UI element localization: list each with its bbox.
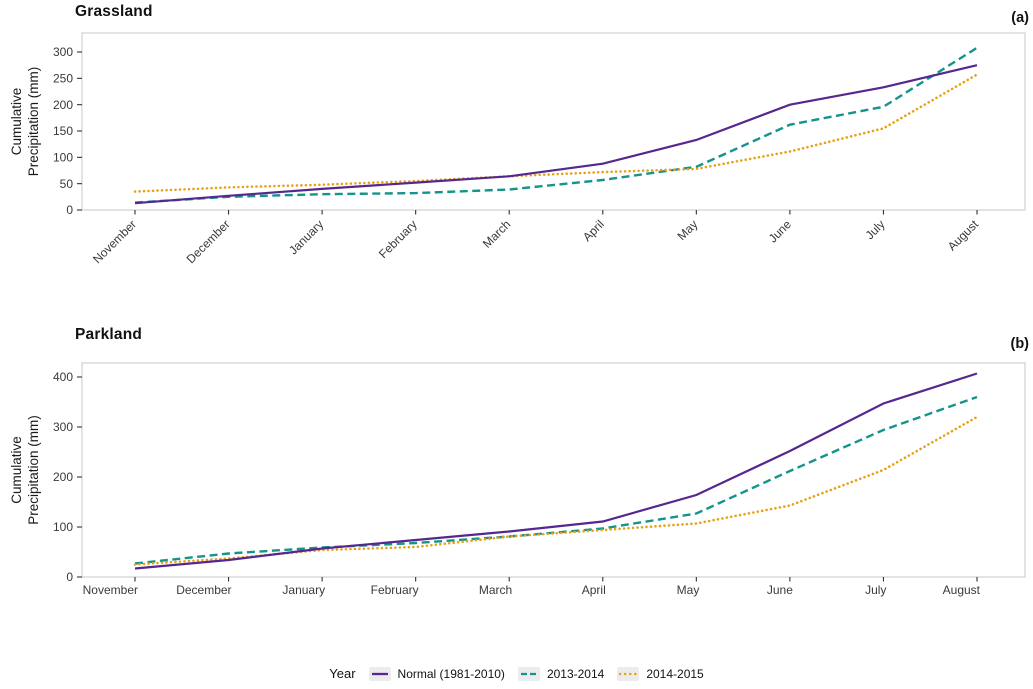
series-line-2014-2015: [133, 73, 979, 193]
y-axis-title: Cumulative: [9, 436, 24, 504]
y-tick-label: 150: [53, 124, 73, 138]
y-tick-label: 100: [53, 520, 73, 534]
dashed-line-key-icon: [517, 666, 540, 681]
x-tick-label: December: [184, 217, 233, 266]
x-tick-label: May: [677, 583, 700, 597]
y-axis-title: Precipitation (mm): [26, 67, 41, 177]
panel-a-label: (a): [1011, 10, 1029, 26]
x-tick-label: February: [371, 583, 419, 597]
parkland-chart-title: Parkland: [75, 326, 143, 343]
x-tick-label: June: [767, 583, 793, 597]
y-tick-label: 50: [60, 177, 74, 191]
y-axis-title: Cumulative: [9, 88, 24, 156]
y-tick-label: 200: [53, 470, 73, 484]
y-tick-label: 0: [66, 570, 73, 584]
parkland-chart: 0 100 200 300 400 November December January Febr…: [9, 362, 1026, 597]
legend-entry-normal-label: Normal (1981-2010): [397, 666, 505, 681]
grassland-chart-title: Grassland: [75, 3, 153, 20]
panel-border: [81, 362, 1026, 578]
y-tick-label: 250: [53, 72, 73, 86]
legend-entry-2013-2014: 2013-2014: [517, 666, 605, 681]
x-tick-label: April: [580, 217, 607, 244]
panel-border: [81, 32, 1026, 211]
x-tick-label: February: [376, 217, 420, 261]
series-line-normal-1981-2010-: [134, 64, 978, 205]
x-tick-label: November: [90, 217, 139, 266]
x-tick-label: August: [943, 583, 981, 597]
series-line-2013-2014: [134, 46, 978, 204]
x-tick-label: May: [675, 217, 701, 243]
x-tick-label: March: [479, 583, 512, 597]
y-tick-label: 300: [53, 420, 73, 434]
dotted-line-key-icon: [617, 666, 640, 681]
legend-entry-2014-2015-label: 2014-2015: [646, 666, 704, 681]
panel-b-label: (b): [1010, 336, 1029, 352]
legend-title: Year: [329, 666, 356, 681]
x-tick-label: April: [582, 583, 606, 597]
legend-entry-2014-2015: 2014-2015: [617, 666, 704, 681]
legend-entry-2013-2014-label: 2013-2014: [546, 666, 605, 681]
x-tick-label: November: [83, 583, 138, 597]
x-tick-label: June: [766, 217, 795, 246]
x-tick-label: July: [863, 217, 888, 242]
x-tick-label: March: [480, 217, 513, 250]
y-tick-label: 300: [53, 45, 73, 59]
series-line-2014-2015: [133, 415, 979, 566]
y-tick-label: 400: [53, 370, 73, 384]
y-tick-label: 100: [53, 151, 73, 165]
grassland-chart: 0 50 100 150 200 250 300 November December Januar…: [9, 32, 1026, 266]
y-tick-label: 0: [66, 203, 73, 217]
series-line-2013-2014: [134, 395, 978, 565]
solid-line-key-icon: [368, 666, 391, 681]
chart-legend: Year Normal (1981-2010) 2013-2014 2014-2…: [0, 666, 1033, 681]
x-tick-label: August: [945, 217, 982, 254]
x-tick-label: January: [282, 583, 325, 597]
y-tick-label: 200: [53, 98, 73, 112]
y-axis-title: Precipitation (mm): [26, 415, 41, 525]
x-tick-label: December: [176, 583, 231, 597]
x-tick-label: January: [286, 217, 326, 257]
legend-entry-normal: Normal (1981-2010): [368, 666, 505, 681]
x-tick-label: July: [865, 583, 886, 597]
series-line-normal-1981-2010-: [134, 372, 978, 570]
